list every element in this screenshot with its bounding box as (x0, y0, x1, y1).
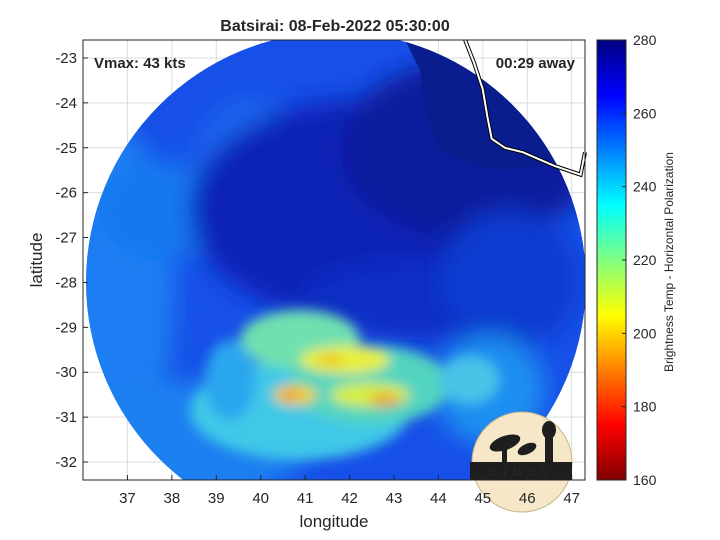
y-tick-label: -25 (55, 140, 77, 157)
logo-text: CIMSS (490, 467, 555, 479)
colorbar-tick-label: 180 (633, 399, 657, 415)
y-tick-label: -30 (55, 364, 77, 381)
x-tick-label: 37 (119, 490, 136, 507)
x-tick-label: 43 (386, 490, 403, 507)
cimss-logo: CIMSS (470, 411, 573, 513)
x-tick-label: 42 (341, 490, 358, 507)
x-tick-label: 47 (563, 490, 580, 507)
colorbar-tick-label: 280 (633, 32, 657, 48)
colorbar-tick-label: 220 (633, 252, 657, 268)
x-tick-label: 44 (430, 490, 447, 507)
coastline-highlight (464, 39, 586, 177)
x-tick-label: 38 (164, 490, 181, 507)
colorbar-tick-label: 260 (633, 105, 657, 121)
colorbar-tick-label: 160 (633, 472, 657, 488)
y-tick-label: -27 (55, 230, 77, 247)
y-axis: -23 -24 -25 -26 -27 -28 -29 -30 -31 -32 (55, 50, 88, 471)
x-tick-label: 45 (474, 490, 491, 507)
x-tick-label: 39 (208, 490, 225, 507)
colorbar-ticks: 280 260 240 220 200 180 160 (622, 32, 657, 488)
time-offset-annotation: 00:29 away (496, 55, 576, 72)
colorbar (596, 39, 627, 481)
axes-frame (82, 39, 586, 481)
colorbar-tick-label: 240 (633, 179, 657, 195)
y-tick-label: -24 (55, 95, 77, 112)
y-tick-label: -26 (55, 185, 77, 202)
x-tick-label: 41 (297, 490, 314, 507)
x-tick-label: 40 (252, 490, 269, 507)
colorbar-label: Brightness Temp - Horizontal Polarizatio… (662, 152, 676, 372)
y-tick-label: -29 (55, 319, 77, 336)
x-tick-label: 46 (519, 490, 536, 507)
x-axis: 37 38 39 40 41 42 43 44 45 46 47 (119, 475, 580, 507)
y-tick-label: -23 (55, 50, 77, 67)
colorbar-tick-label: 200 (633, 325, 657, 341)
x-axis-label: longitude (299, 512, 368, 531)
y-tick-label: -31 (55, 409, 77, 426)
vmax-annotation: Vmax: 43 kts (94, 55, 186, 72)
y-tick-label: -32 (55, 454, 77, 471)
y-tick-label: -28 (55, 274, 77, 291)
y-axis-label: latitude (27, 233, 46, 288)
chart-title: Batsirai: 08-Feb-2022 05:30:00 (220, 18, 450, 35)
